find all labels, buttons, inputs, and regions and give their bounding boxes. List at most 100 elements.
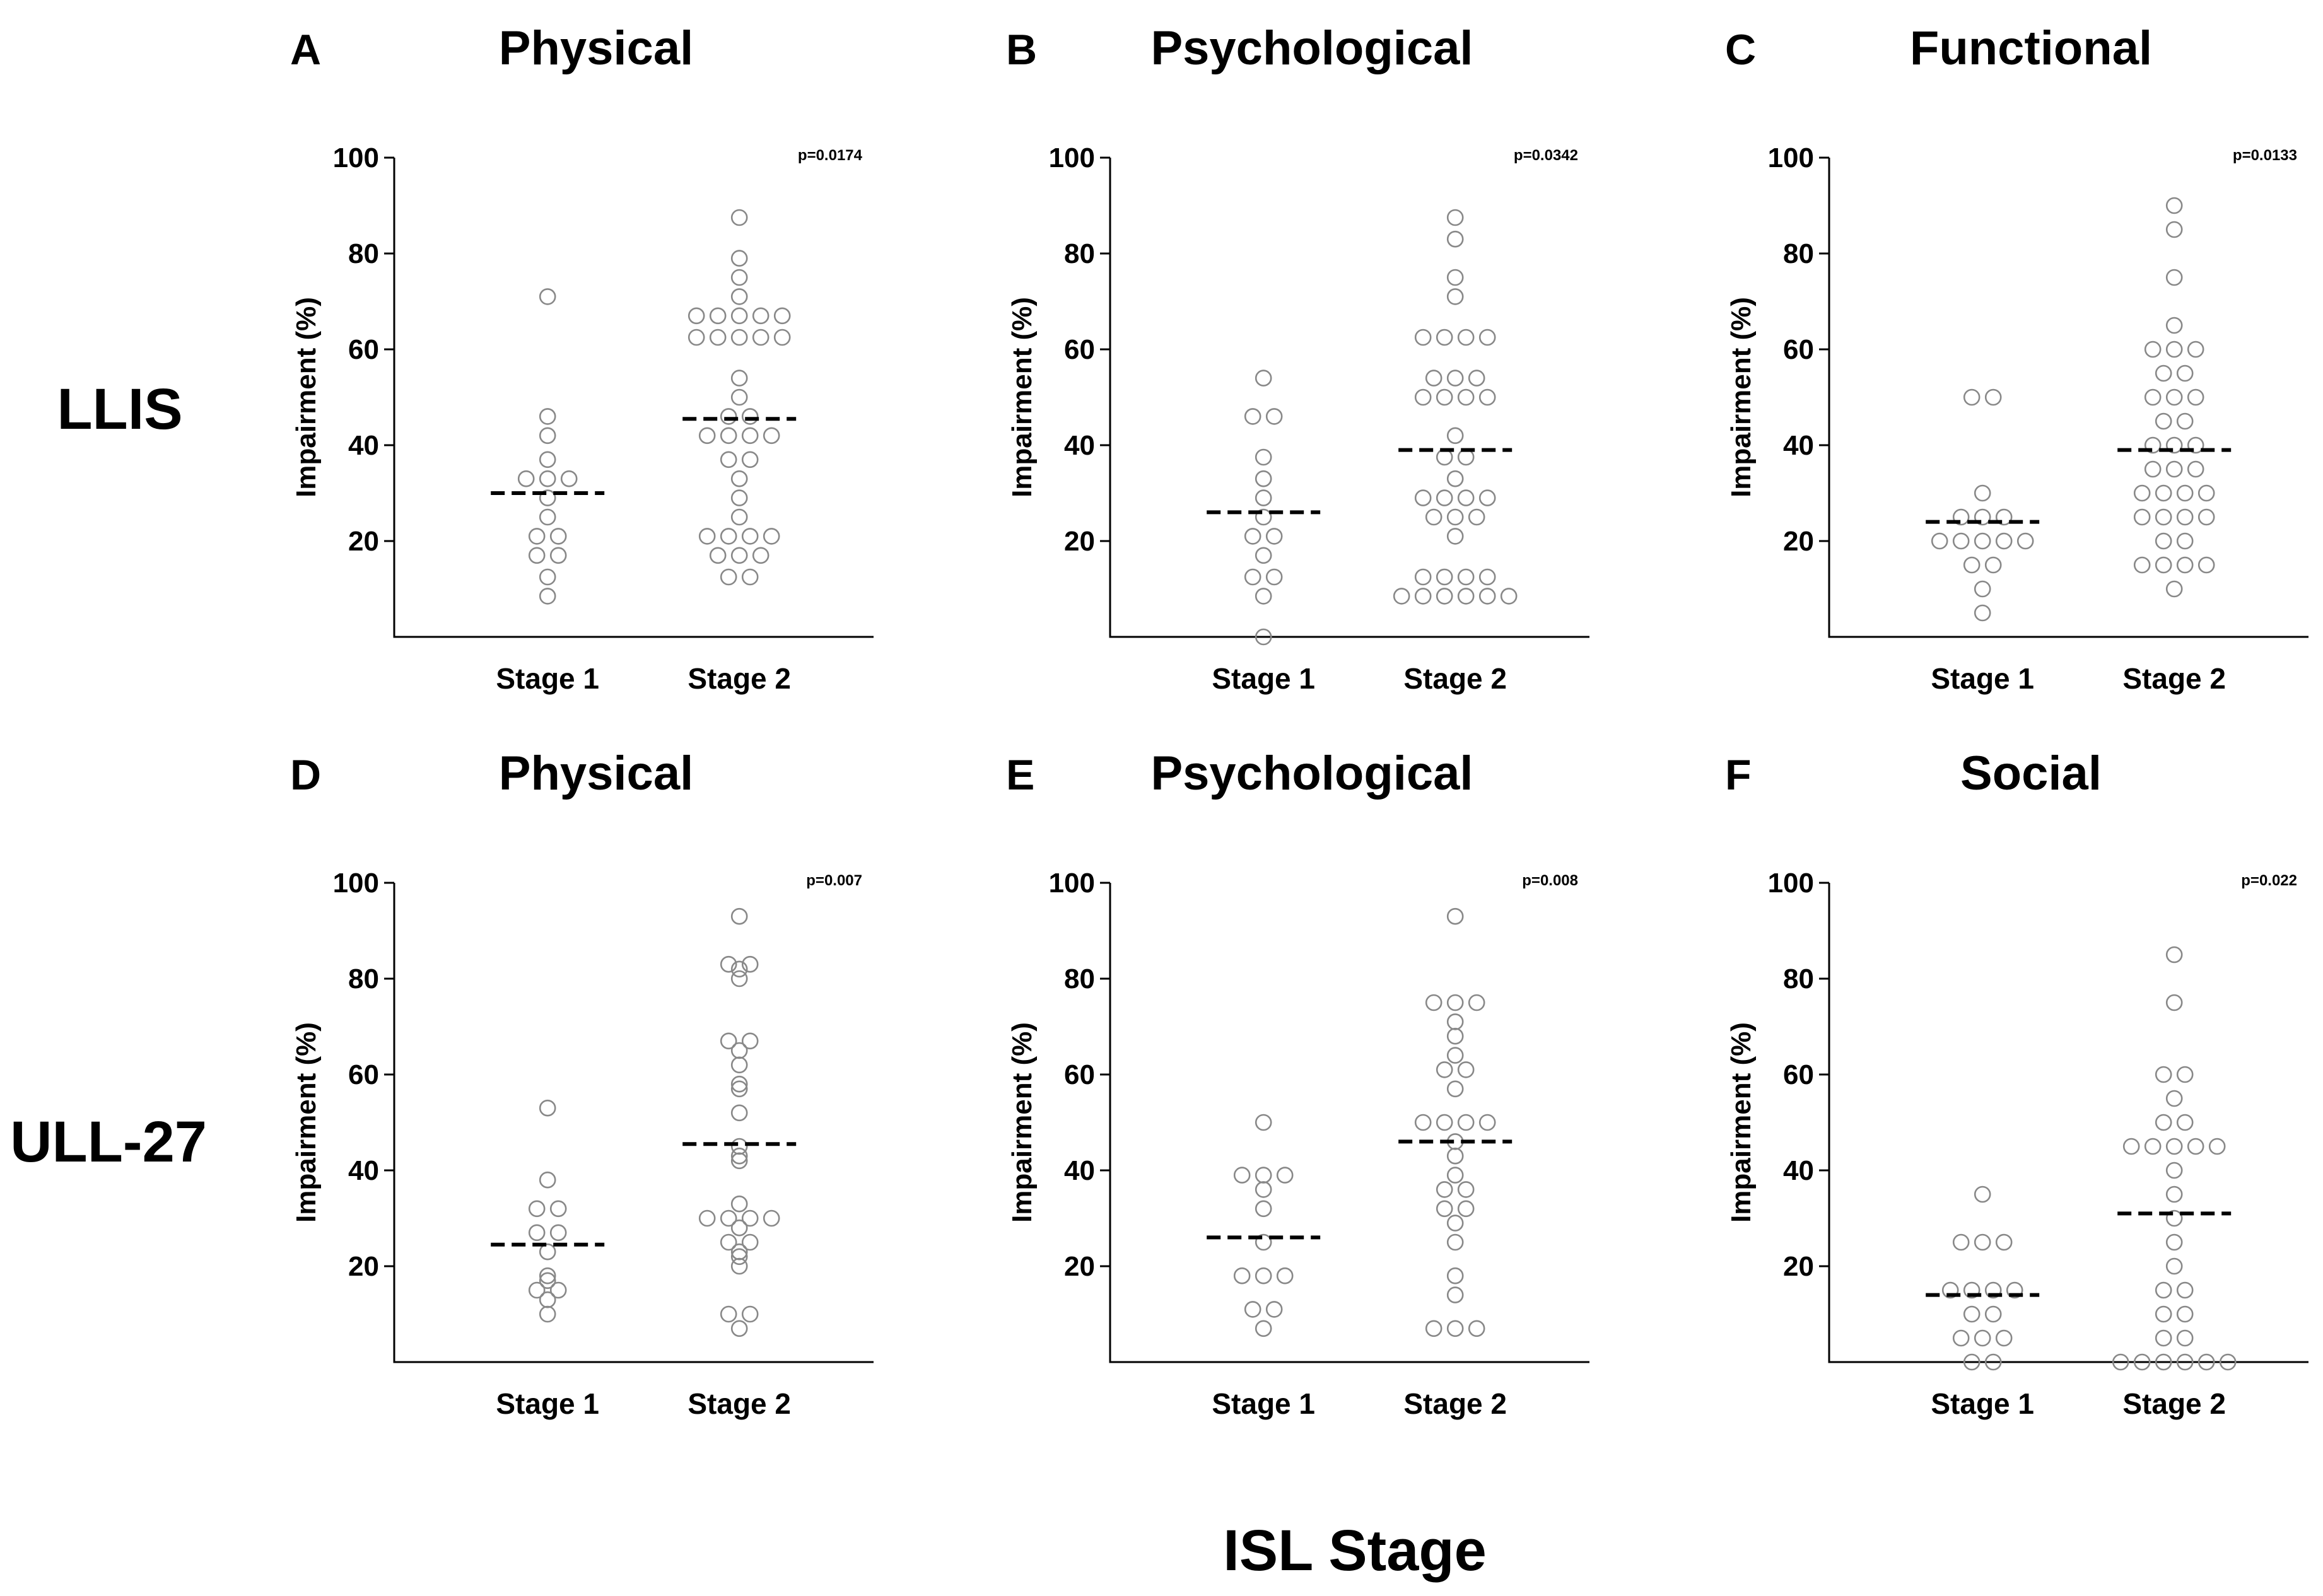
panel-f-data-point [2187, 1138, 2204, 1155]
panel-e-ytick-label: 20 [1064, 1251, 1095, 1282]
panel-b-data-point [1436, 388, 1453, 406]
panel-e-data-point [1457, 1114, 1475, 1131]
panel-c-ytick-label: 80 [1783, 238, 1814, 269]
panel-c-data-point [2176, 484, 2194, 502]
panel-a-data-point [539, 288, 556, 305]
panel-a-category-label: Stage 2 [688, 662, 791, 695]
panel-d-data-point [730, 1042, 748, 1059]
panel-b-data-point [1500, 588, 1518, 605]
panel-a-data-point [730, 370, 748, 387]
panel-b-data-point [1446, 528, 1464, 545]
panel-c-data-point [1974, 604, 1991, 622]
panel-d-data-point [730, 907, 748, 925]
panel-c-data-point [2155, 412, 2172, 430]
panel-e-data-point [1457, 1061, 1475, 1078]
panel-a-data-point [560, 470, 578, 487]
panel-c: C Functional 20 40 60 80 100 Impairment (%) Stag… [1725, 21, 2308, 695]
panel-f-data-point [1952, 1329, 1970, 1347]
row-label-ull27: ULL-27 [10, 1110, 207, 1174]
panel-d-data-point [730, 1075, 748, 1093]
panel-f-data-point [1974, 1233, 1991, 1251]
panel-c-data-point [2133, 556, 2151, 574]
panel-f-data-point [1941, 1281, 1959, 1299]
panel-b-data-point [1265, 568, 1283, 586]
panel-c-ytick-label: 40 [1783, 430, 1814, 461]
panel-a-data-point [752, 307, 769, 325]
panel-c-ytick-label: 20 [1783, 526, 1814, 557]
panel-b-data-point [1446, 470, 1464, 487]
panel-f-category-label: Stage 1 [1931, 1387, 2034, 1420]
panel-d-data-point [720, 955, 737, 973]
panel-c-data-point [2197, 508, 2215, 526]
panel-e-data-point [1478, 1114, 1496, 1131]
panel-d-data-point [539, 1291, 556, 1308]
panel-d-data-point [539, 1305, 556, 1323]
global-x-axis-label: ISL Stage [1223, 1518, 1487, 1583]
panel-f-data-point [2155, 1066, 2172, 1083]
panel-a-data-point [698, 427, 716, 445]
panel-d-data-point [741, 1032, 759, 1050]
panel-b-data-point [1468, 508, 1485, 526]
panel-e-data-point [1446, 1286, 1464, 1303]
panel-b-data-point [1478, 388, 1496, 406]
panel-a-ytick-label: 80 [348, 238, 379, 269]
panel-a-data-point [730, 470, 748, 487]
panel-a-title: Physical [499, 21, 693, 75]
panel-e-data-point [1446, 1013, 1464, 1030]
panel-c-data-point [2165, 460, 2183, 478]
panel-c-data-point [1984, 556, 2002, 574]
panel-b-axes [1109, 158, 1589, 638]
panel-b-ytick-label: 60 [1064, 334, 1095, 365]
panel-a-data-point [539, 427, 556, 445]
panel-a-data-point [730, 288, 748, 305]
panel-f-title: Social [1960, 747, 2102, 800]
panel-c-data-point [2155, 532, 2172, 550]
panel-a-data-point [539, 588, 556, 605]
panel-e-data-point [1457, 1200, 1475, 1218]
panel-a-data-point [763, 528, 780, 545]
panel-a: A Physical 20 40 60 80 100 Impairment (%) Stage … [290, 21, 874, 695]
panel-b-ytick-label: 100 [1049, 143, 1095, 173]
panel-f-data-point [2176, 1353, 2194, 1371]
panel-c-data-point [2144, 341, 2162, 358]
panel-f-data-point [2165, 1162, 2183, 1179]
panel-f-data-point [2155, 1305, 2172, 1323]
panel-c-data-point [1963, 388, 1981, 406]
panel-f: F Social 20 40 60 80 100 Impairment (%) Stage 1 S… [1725, 747, 2308, 1420]
panel-c-letter: C [1725, 26, 1756, 74]
panel-c-data-point [1963, 556, 1981, 574]
panel-c-data-point [2187, 341, 2204, 358]
panel-a-data-point [720, 568, 737, 586]
panel-f-data-point [2208, 1138, 2226, 1155]
panel-b-data-point [1457, 329, 1475, 346]
panel-b-data-point [1255, 588, 1272, 605]
panel-d-ytick-label: 80 [348, 964, 379, 994]
panel-a-data-point [528, 528, 546, 545]
panel-c-data-point [2176, 364, 2194, 382]
panel-e-data-point [1446, 1167, 1464, 1184]
panel-e-data-point [1446, 907, 1464, 925]
panel-c-data-point [2176, 508, 2194, 526]
panel-a-data-point [741, 451, 759, 469]
panel-e-data-point [1414, 1114, 1432, 1131]
panel-c-data-point [2187, 388, 2204, 406]
panel-f-data-point [2176, 1305, 2194, 1323]
panel-c-data-point [2176, 412, 2194, 430]
panel-b-ylabel: Impairment (%) [1007, 297, 1038, 498]
panel-a-data-point [517, 470, 535, 487]
panel-d-data-point [539, 1272, 556, 1290]
panel-f-ytick-label: 40 [1783, 1155, 1814, 1186]
panel-b-data-point [1478, 588, 1496, 605]
panel-a-data-point [730, 307, 748, 325]
panel-a-data-point [720, 451, 737, 469]
panel-f-ytick-label: 100 [1768, 868, 1814, 899]
panel-f-data-point [2176, 1114, 2194, 1131]
panel-e-title: Psychological [1150, 747, 1473, 800]
panel-e-data-point [1446, 1147, 1464, 1165]
panel-e-axes [1109, 883, 1589, 1363]
panel-b-data-point [1478, 568, 1496, 586]
panel-b-data-point [1255, 547, 1272, 564]
panel-d-axes [393, 883, 874, 1363]
panel-f-letter: F [1725, 751, 1752, 799]
